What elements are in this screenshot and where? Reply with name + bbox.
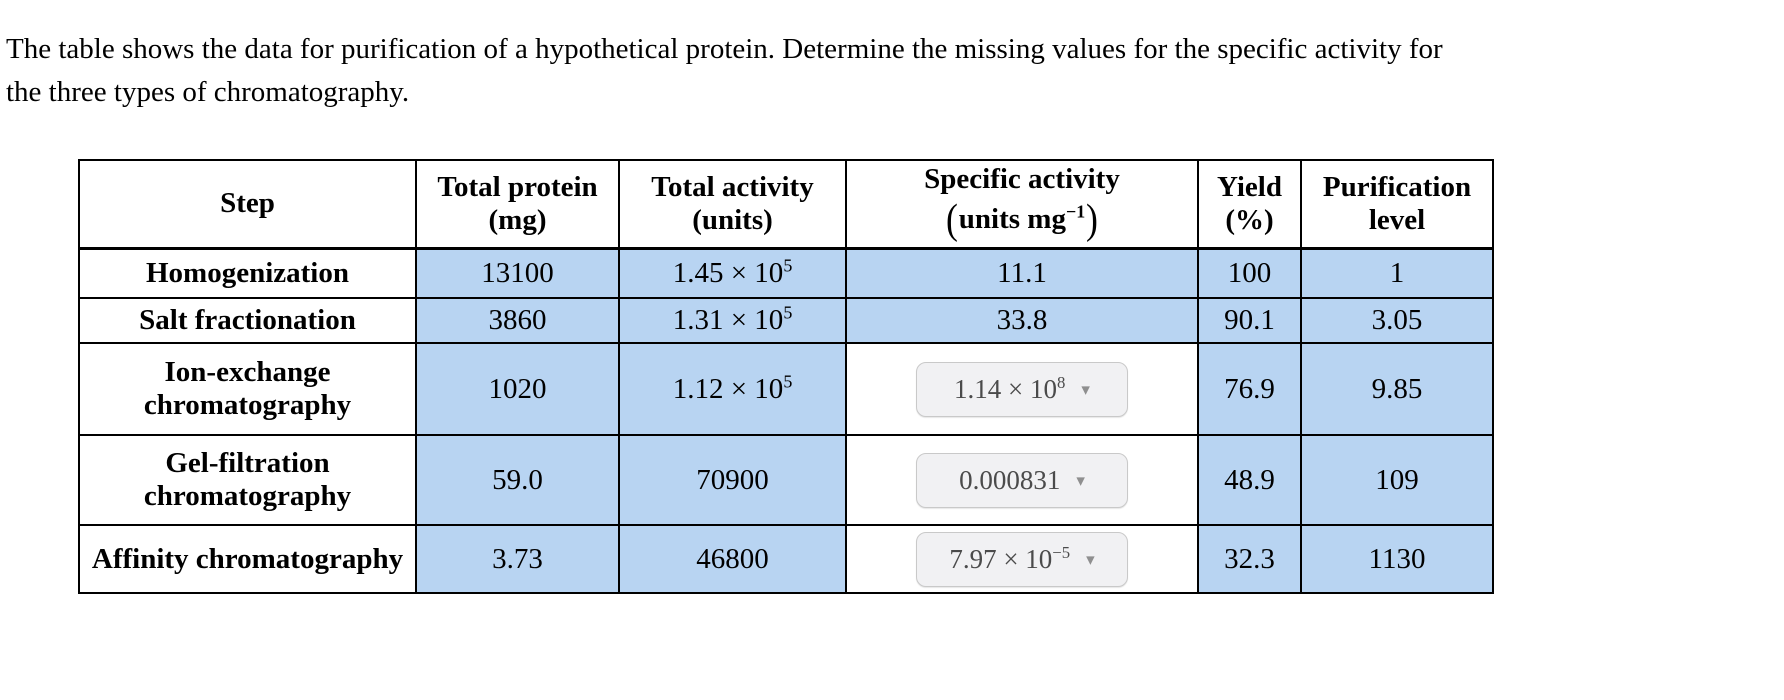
value-base: 70900 <box>696 463 769 496</box>
cell-purification-level: 109 <box>1300 434 1494 526</box>
cell-yield: 90.1 <box>1197 297 1302 344</box>
dropdown-arrow-icon: ▾ <box>1081 379 1090 399</box>
dropdown-arrow-icon: ▾ <box>1076 470 1085 490</box>
cell-total-protein: 3860 <box>415 297 620 344</box>
cell-total-protein: 1020 <box>415 342 620 436</box>
value-base: 1.31 × 10 <box>672 304 784 336</box>
value-base: 1.12 × 10 <box>672 372 784 405</box>
cell-total-activity: 1.45 × 105 <box>618 247 847 299</box>
table-row-gel-filtration-chromatography: Gel-filtration chromatography 59.0 70900… <box>78 434 1494 526</box>
cell-specific-activity: 11.1 <box>845 247 1199 299</box>
dropdown-value: 7.97 × 10−5 <box>949 544 1070 575</box>
cell-step: Gel-filtration chromatography <box>78 434 417 526</box>
column-header-yield: Yield (%) <box>1197 159 1302 250</box>
specific-activity-units: (units mg−1) <box>945 197 1099 244</box>
cell-specific-activity: 1.14 × 108 ▾ <box>845 342 1199 436</box>
cell-total-activity: 46800 <box>618 524 847 594</box>
cell-step: Salt fractionation <box>78 297 417 344</box>
cell-total-protein: 3.73 <box>415 524 620 594</box>
cell-total-activity: 1.12 × 105 <box>618 342 847 436</box>
cell-specific-activity: 7.97 × 10−5 ▾ <box>845 524 1199 594</box>
specific-activity-dropdown[interactable]: 1.14 × 108 ▾ <box>916 361 1128 417</box>
cell-step: Ion-exchange chromatography <box>78 342 417 436</box>
dropdown-value: 1.14 × 108 <box>954 374 1065 405</box>
value-exponent: −5 <box>1052 542 1071 562</box>
cell-yield: 76.9 <box>1197 342 1302 436</box>
cell-step: Homogenization <box>78 247 417 299</box>
column-header-purification-level: Purification level <box>1300 159 1494 250</box>
question-line-1: The table shows the data for purificatio… <box>6 33 1443 65</box>
cell-specific-activity: 0.000831 ▾ <box>845 434 1199 526</box>
value-exponent: 5 <box>783 302 793 323</box>
value-exponent: 5 <box>783 370 793 391</box>
value-exponent: 8 <box>1057 372 1066 392</box>
question-text: The table shows the data for purificatio… <box>0 0 1784 114</box>
cell-purification-level: 1130 <box>1300 524 1494 594</box>
column-header-total-protein: Total protein (mg) <box>415 159 620 250</box>
column-header-step: Step <box>78 159 417 250</box>
table-header-row: Step Total protein (mg) Total activity (… <box>78 159 1494 250</box>
value-exponent: 5 <box>783 255 793 276</box>
specific-activity-dropdown[interactable]: 0.000831 ▾ <box>916 452 1128 508</box>
cell-step: Affinity chromatography <box>78 524 417 594</box>
cell-specific-activity: 33.8 <box>845 297 1199 344</box>
cell-yield: 100 <box>1197 247 1302 299</box>
column-header-total-activity: Total activity (units) <box>618 159 847 250</box>
cell-purification-level: 3.05 <box>1300 297 1494 344</box>
cell-purification-level: 1 <box>1300 247 1494 299</box>
value-base: 1.14 × 10 <box>954 373 1058 404</box>
question-line-2: the three types of chromatography. <box>6 76 410 108</box>
cell-total-activity: 70900 <box>618 434 847 526</box>
purification-table: Step Total protein (mg) Total activity (… <box>78 159 1494 594</box>
unit-exponent: −1 <box>1065 201 1086 222</box>
cell-yield: 32.3 <box>1197 524 1302 594</box>
dropdown-value: 0.000831 <box>959 465 1060 496</box>
cell-total-protein: 13100 <box>415 247 620 299</box>
table-row-salt-fractionation: Salt fractionation 3860 1.31 × 105 33.8 … <box>78 297 1494 344</box>
dropdown-arrow-icon: ▾ <box>1086 549 1095 569</box>
specific-activity-dropdown[interactable]: 7.97 × 10−5 ▾ <box>916 531 1128 587</box>
cell-total-activity: 1.31 × 105 <box>618 297 847 344</box>
value-base: 46800 <box>696 542 769 575</box>
table-row-affinity-chromatography: Affinity chromatography 3.73 46800 7.97 … <box>78 524 1494 594</box>
cell-total-protein: 59.0 <box>415 434 620 526</box>
value-base: 7.97 × 10 <box>949 543 1053 574</box>
cell-purification-level: 9.85 <box>1300 342 1494 436</box>
column-header-specific-activity: Specific activity (units mg−1) <box>845 159 1199 250</box>
cell-yield: 48.9 <box>1197 434 1302 526</box>
value-base: 0.000831 <box>959 464 1061 495</box>
table-row-homogenization: Homogenization 13100 1.45 × 105 11.1 100… <box>78 247 1494 299</box>
value-base: 1.45 × 10 <box>672 256 784 289</box>
table-row-ion-exchange-chromatography: Ion-exchange chromatography 1020 1.12 × … <box>78 342 1494 436</box>
